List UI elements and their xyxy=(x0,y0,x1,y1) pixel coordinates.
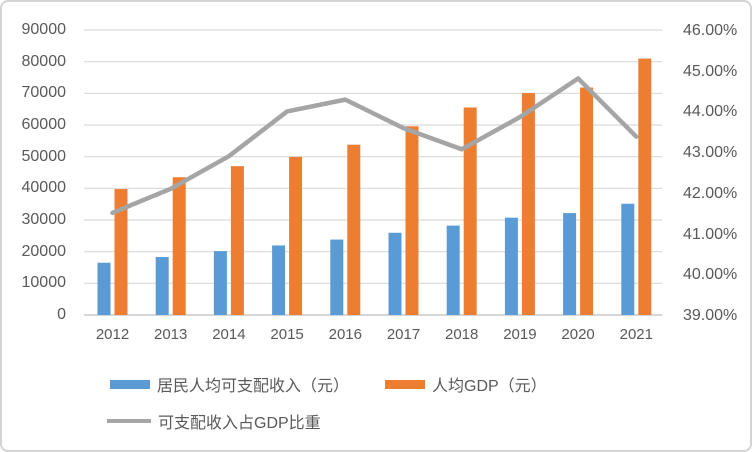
legend-label-income: 居民人均可支配收入（元） xyxy=(157,378,350,395)
x-axis-label: 2013 xyxy=(154,326,188,343)
bar-gdp-2016 xyxy=(347,144,361,315)
bar-income-2015 xyxy=(272,245,286,315)
right-axis-tick: 44.00% xyxy=(683,103,738,121)
right-axis-tick: 40.00% xyxy=(683,266,738,284)
left-axis-tick: 0 xyxy=(57,306,66,323)
bar-gdp-2013 xyxy=(172,177,186,315)
legend-swatch-ratio xyxy=(107,419,151,423)
bar-income-2021 xyxy=(621,203,635,315)
right-axis-tick: 42.00% xyxy=(683,184,738,202)
bar-gdp-2019 xyxy=(521,93,535,315)
x-axis-label: 2018 xyxy=(445,326,479,343)
right-axis-tick: 45.00% xyxy=(683,62,738,80)
bar-gdp-2021 xyxy=(638,58,652,316)
left-axis-tick: 40000 xyxy=(21,179,67,197)
right-axis-tick: 41.00% xyxy=(683,225,738,243)
bar-income-2014 xyxy=(213,251,227,315)
bar-gdp-2020 xyxy=(580,87,594,315)
bar-gdp-2018 xyxy=(463,107,477,315)
bar-income-2016 xyxy=(330,239,344,315)
legend-swatch-income xyxy=(110,379,150,389)
ratio-line xyxy=(110,76,639,216)
x-axis-label: 2020 xyxy=(561,326,595,343)
left-axis-tick: 50000 xyxy=(21,147,67,165)
bar-income-2020 xyxy=(563,213,577,315)
x-axis-label: 2017 xyxy=(386,326,421,343)
x-axis-label: 2019 xyxy=(503,326,537,343)
bar-gdp-2015 xyxy=(289,156,303,315)
legend-item-gdp: 人均GDP（元） xyxy=(385,374,547,395)
right-axis-tick: 39.00% xyxy=(683,307,738,324)
left-axis-tick: 80000 xyxy=(21,52,67,70)
left-axis-tick: 10000 xyxy=(21,274,67,292)
x-axis-label: 2021 xyxy=(619,326,653,343)
bar-gdp-2017 xyxy=(405,126,419,316)
bar-gdp-2014 xyxy=(230,166,244,315)
bar-income-2012 xyxy=(97,262,111,315)
left-axis-tick: 20000 xyxy=(21,242,67,260)
x-axis-label: 2014 xyxy=(212,326,246,343)
legend-item-ratio: 可支配收入占GDP比重 xyxy=(107,411,321,432)
x-axis-label: 2016 xyxy=(328,326,362,343)
legend-item-income: 居民人均可支配收入（元） xyxy=(110,374,350,395)
left-axis-tick: 60000 xyxy=(21,116,67,133)
bar-gdp-2012 xyxy=(114,189,128,315)
legend-label-ratio: 可支配收入占GDP比重 xyxy=(158,415,321,432)
bar-income-2013 xyxy=(155,257,169,315)
bar-income-2018 xyxy=(446,225,460,315)
x-axis-label: 2015 xyxy=(270,326,304,343)
bar-income-2019 xyxy=(504,217,518,315)
right-axis-tick: 46.00% xyxy=(683,22,738,39)
left-axis-tick: 30000 xyxy=(21,211,67,228)
legend-swatch-gdp xyxy=(385,379,425,389)
left-axis-tick: 70000 xyxy=(21,84,67,102)
bar-income-2017 xyxy=(388,232,402,315)
left-axis-tick: 90000 xyxy=(21,21,67,38)
x-axis-label: 2012 xyxy=(95,326,130,343)
legend-label-gdp: 人均GDP（元） xyxy=(432,378,547,395)
right-axis-tick: 43.00% xyxy=(683,144,738,162)
